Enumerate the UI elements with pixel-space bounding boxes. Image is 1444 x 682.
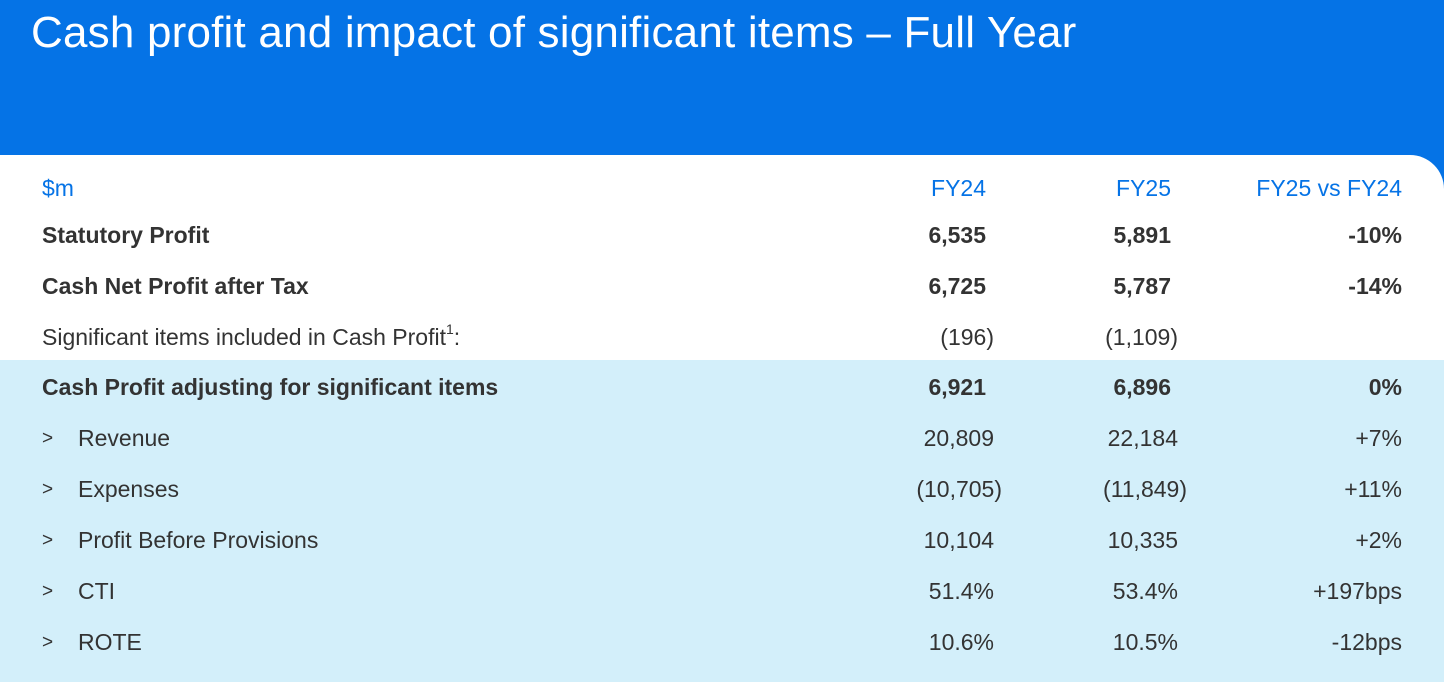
row-fy25: 5,891 [1113, 222, 1171, 248]
footnote-marker: 1 [445, 321, 454, 338]
row-fy24: 20,809 [923, 425, 994, 451]
row-label-suffix: : [453, 324, 461, 350]
row-fy24: 10.6% [928, 629, 994, 655]
row-change: -14% [1348, 273, 1402, 299]
chevron-right-icon: > [42, 428, 54, 449]
row-label: Cash Profit adjusting for significant it… [42, 374, 499, 400]
table-row-cti: > CTI 51.4% 53.4% +197bps [0, 566, 1444, 617]
row-fy24: 51.4% [928, 578, 994, 604]
row-label-text: Significant items included in Cash Profi… [42, 324, 446, 350]
table-header-row: $m FY24 FY25 FY25 vs FY24 [0, 163, 1444, 214]
row-fy25: 10,335 [1107, 527, 1178, 553]
header-change: FY25 vs FY24 [1256, 175, 1402, 201]
results-table: $m FY24 FY25 FY25 vs FY24 Statutory Prof… [0, 155, 1444, 682]
header-fy24: FY24 [931, 175, 986, 201]
row-label: Profit Before Provisions [78, 527, 319, 553]
chevron-right-icon: > [42, 530, 54, 551]
row-label: Significant items included in Cash Profi… [42, 312, 460, 363]
table-row-statutory-profit: Statutory Profit 6,535 5,891 -10% [0, 210, 1444, 261]
highlight-band [0, 360, 1444, 682]
row-change: +11% [1344, 476, 1402, 502]
row-label: Revenue [78, 425, 171, 451]
row-label: Cash Net Profit after Tax [42, 273, 309, 299]
table-row-expenses: > Expenses (10,705) (11,849) +11% [0, 464, 1444, 515]
row-change: -10% [1348, 222, 1402, 248]
row-fy25: 10.5% [1112, 629, 1178, 655]
row-label: Expenses [78, 476, 180, 502]
row-fy25: 53.4% [1112, 578, 1178, 604]
row-fy24: 6,725 [928, 273, 986, 299]
page-title: Cash profit and impact of significant it… [31, 8, 1077, 57]
table-row-profit-before-provisions: > Profit Before Provisions 10,104 10,335… [0, 515, 1444, 566]
table-row-cash-npat: Cash Net Profit after Tax 6,725 5,787 -1… [0, 261, 1444, 312]
row-fy24: 6,535 [928, 222, 986, 248]
row-fy24: (10,705) [916, 476, 1002, 502]
row-change: +197bps [1313, 578, 1402, 604]
row-fy25: 5,787 [1113, 273, 1171, 299]
title-banner: Cash profit and impact of significant it… [0, 0, 1444, 160]
table-row-revenue: > Revenue 20,809 22,184 +7% [0, 413, 1444, 464]
row-fy25: (11,849) [1103, 476, 1187, 502]
row-change: +7% [1355, 425, 1402, 451]
row-fy24: 6,921 [928, 374, 986, 400]
header-units: $m [42, 175, 74, 201]
table-row-cash-profit-adjusted: Cash Profit adjusting for significant it… [0, 362, 1444, 413]
row-label: Statutory Profit [42, 222, 210, 248]
row-label: CTI [78, 578, 116, 604]
row-fy25: 6,896 [1113, 374, 1171, 400]
header-fy25: FY25 [1116, 175, 1171, 201]
table-row-significant-items: Significant items included in Cash Profi… [0, 312, 1444, 363]
chevron-right-icon: > [42, 479, 54, 500]
row-fy25: (1,109) [1105, 324, 1178, 350]
row-change: +2% [1355, 527, 1402, 553]
row-change: -12bps [1331, 629, 1402, 655]
row-fy24: (196) [940, 324, 994, 350]
row-label: ROTE [78, 629, 142, 655]
row-change: 0% [1368, 374, 1402, 400]
chevron-right-icon: > [42, 581, 54, 602]
chevron-right-icon: > [42, 632, 54, 653]
row-fy24: 10,104 [923, 527, 994, 553]
row-fy25: 22,184 [1107, 425, 1178, 451]
table-row-rote: > ROTE 10.6% 10.5% -12bps [0, 617, 1444, 668]
